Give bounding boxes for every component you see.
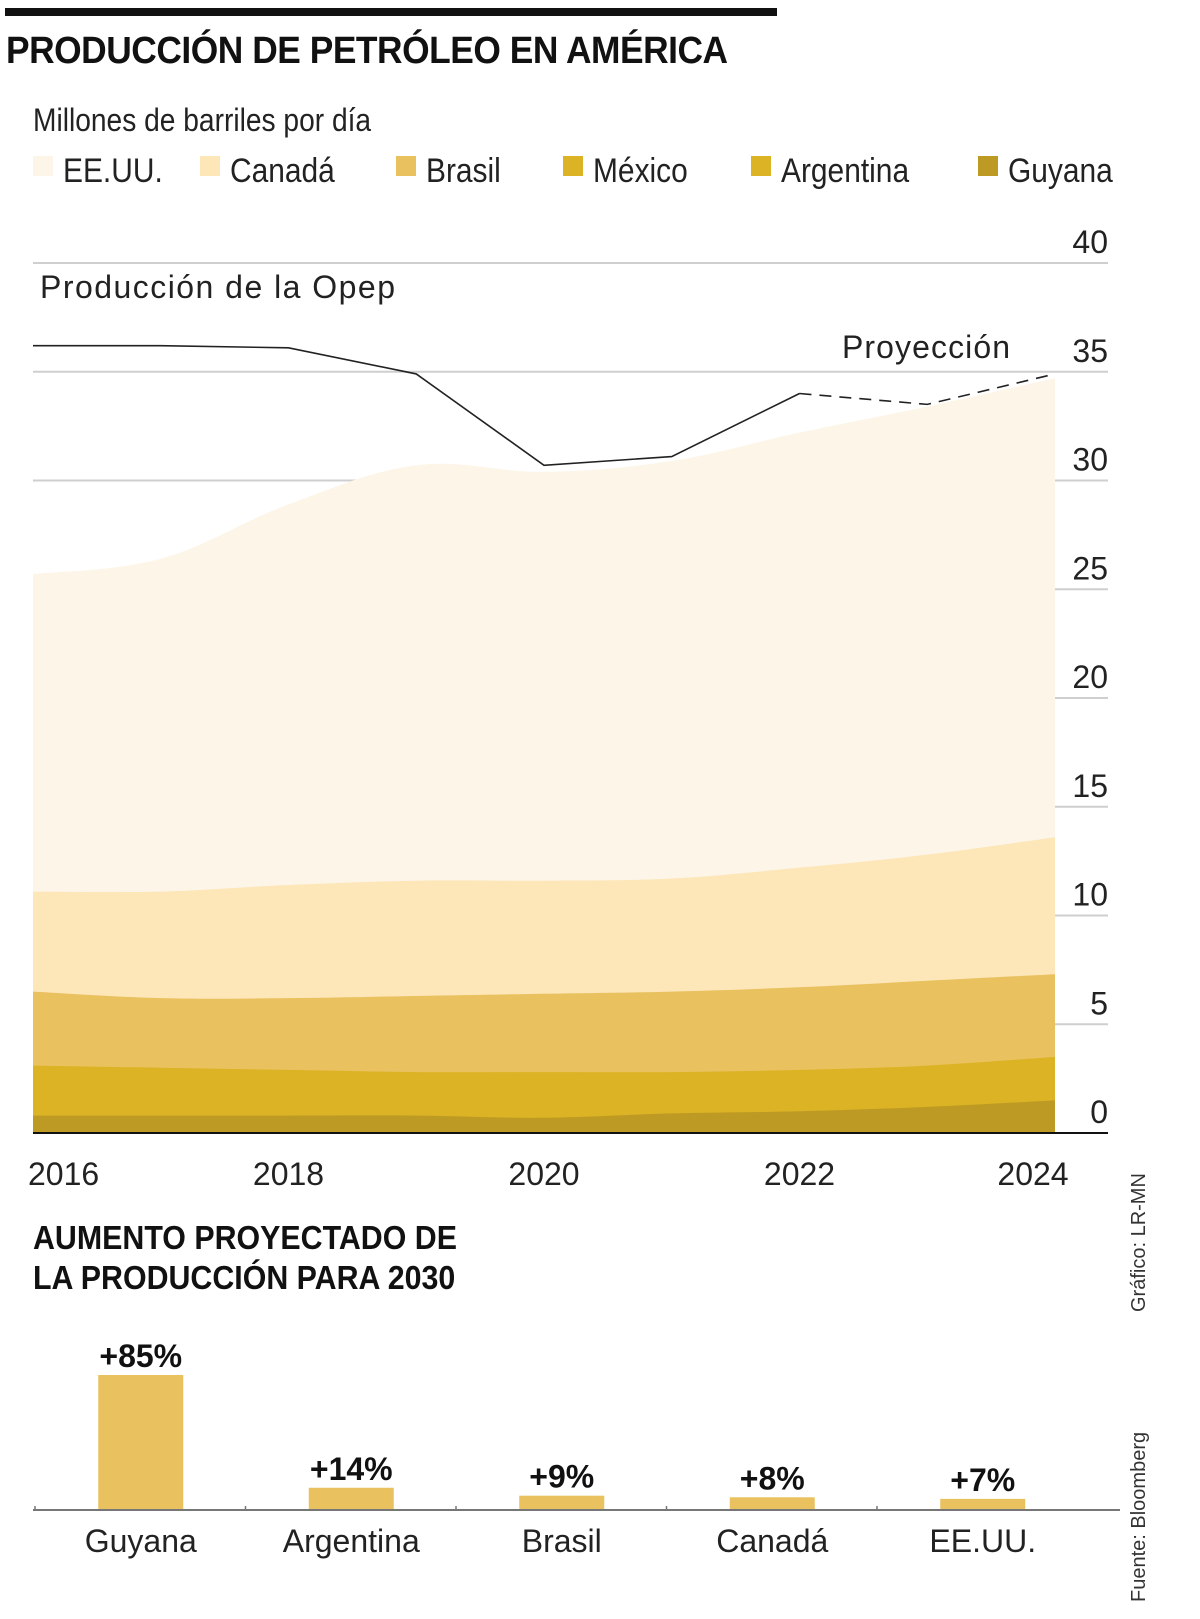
bar-value-label: +8%	[740, 1460, 805, 1496]
bar-brasil	[519, 1495, 605, 1510]
y-axis-ticks: 0 5 10 15 20 25 30 35 40	[1072, 224, 1108, 1130]
opep-line	[33, 344, 800, 467]
bar-value-label: +9%	[529, 1459, 594, 1495]
source-credit: Fuente: Bloomberg	[1128, 1431, 1150, 1602]
y-tick-label: 0	[1090, 1094, 1108, 1130]
bar-category-label: Guyana	[85, 1523, 197, 1559]
legend-swatch	[200, 156, 220, 176]
stacked-area-chart: 0 5 10 15 20 25 30 35 40 2016 2018 2020 2022 2024 Pr…	[28, 224, 1108, 1192]
y-tick-label: 35	[1072, 333, 1108, 369]
bar-value-label: +85%	[99, 1338, 182, 1374]
projection-label: Proyección	[842, 329, 1010, 365]
legend-swatch	[751, 156, 771, 176]
bar-eeuu	[940, 1498, 1026, 1510]
y-tick-label: 10	[1072, 877, 1108, 913]
bar-category-label: Brasil	[522, 1523, 602, 1559]
legend: EE.UU. Canadá Brasil México Argentina Gu…	[33, 152, 1198, 196]
legend-label: Canadá	[230, 152, 335, 190]
bar-title-line1: AUMENTO PROYECTADO DE	[33, 1219, 457, 1256]
x-tick-label: 2018	[253, 1156, 324, 1192]
y-tick-label: 25	[1072, 550, 1108, 586]
y-tick-label: 5	[1090, 985, 1108, 1021]
y-tick-label: 30	[1072, 442, 1108, 478]
bar-argentina	[308, 1487, 394, 1510]
area-guyana	[33, 1100, 1055, 1133]
legend-swatch	[33, 156, 53, 176]
legend-swatch	[396, 156, 416, 176]
legend-swatch	[563, 156, 583, 176]
bar-axis-ticks	[34, 1506, 878, 1510]
bar-value-label: +14%	[310, 1451, 393, 1487]
chart-title: PRODUCCIÓN DE PETRÓLEO EN AMÉRICA	[6, 30, 728, 72]
legend-label: Guyana	[1008, 152, 1113, 190]
graphic-credit: Gráfico: LR-MN	[1128, 1173, 1150, 1312]
y-tick-label: 15	[1072, 768, 1108, 804]
bar-category-label: Canadá	[716, 1523, 828, 1559]
bar-category-label: Argentina	[283, 1523, 420, 1559]
bar-marks: +85% Guyana +14% Argentina +9% Brasil +8% Canad…	[85, 1338, 1036, 1559]
legend-label: México	[593, 152, 688, 190]
opep-label: Producción de la Opep	[40, 269, 395, 305]
x-tick-label: 2022	[764, 1156, 835, 1192]
opep-projection-line	[799, 373, 1056, 406]
legend-swatch	[978, 156, 998, 176]
bar-value-label: +7%	[950, 1462, 1015, 1498]
x-tick-label: 2016	[28, 1156, 99, 1192]
bar-chart-title: AUMENTO PROYECTADO DE LA PRODUCCIÓN PARA…	[33, 1218, 457, 1298]
area-layers	[33, 378, 1055, 1133]
bar-category-label: EE.UU.	[929, 1523, 1036, 1559]
x-axis-ticks: 2016 2018 2020 2022 2024	[28, 1156, 1069, 1192]
y-tick-label: 20	[1072, 659, 1108, 695]
legend-label: EE.UU.	[63, 152, 163, 190]
bar-canad	[729, 1497, 815, 1510]
legend-label: Argentina	[781, 152, 910, 190]
growth-bar-chart: +85% Guyana +14% Argentina +9% Brasil +8% Canad…	[33, 1338, 1120, 1559]
x-tick-label: 2024	[997, 1156, 1068, 1192]
bar-guyana	[98, 1375, 184, 1510]
x-tick-label: 2020	[508, 1156, 579, 1192]
bar-title-line2: LA PRODUCCIÓN PARA 2030	[33, 1259, 456, 1296]
unit-label: Millones de barriles por día	[33, 102, 372, 138]
top-rule	[5, 8, 777, 16]
opep-line-group	[33, 344, 1056, 467]
y-tick-label: 40	[1072, 224, 1108, 260]
legend-label: Brasil	[426, 152, 501, 190]
